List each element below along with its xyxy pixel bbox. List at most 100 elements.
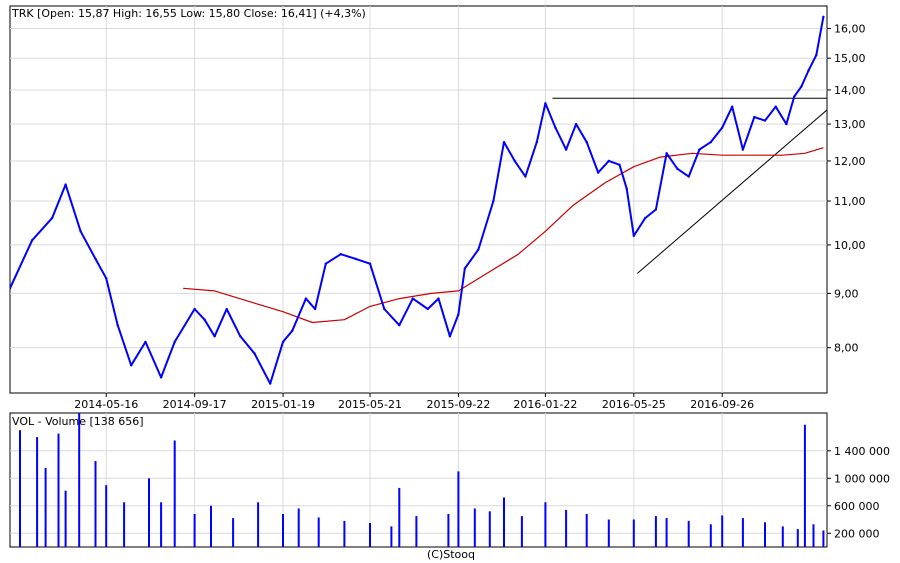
volume-bar (447, 514, 450, 547)
price-point (698, 148, 701, 151)
price-point (800, 85, 803, 88)
price-series (10, 15, 825, 385)
volume-bar (94, 461, 97, 547)
price-point (64, 183, 67, 186)
volume-bar (173, 440, 176, 547)
volume-bar (415, 516, 418, 547)
volume-bar (297, 508, 300, 547)
x-tick-label: 2014-05-16 (74, 398, 138, 411)
volume-bar (457, 471, 460, 547)
price-point (253, 352, 256, 355)
price-point (492, 199, 495, 203)
price-point (585, 140, 588, 144)
price-point (105, 277, 108, 280)
volume-y-axis: 1 400 000 1 000 000 600 000 200 000 (827, 445, 890, 540)
volume-bar (585, 514, 588, 547)
volume-bar (812, 524, 815, 547)
price-point (129, 364, 133, 367)
volume-panel: 1 400 000 1 000 000 600 000 200 000 VOL - V… (9, 412, 890, 548)
volume-bar (343, 520, 346, 547)
price-point (741, 148, 745, 151)
x-tick-label: 2014-09-17 (163, 398, 227, 411)
x-tick-label: 2016-01-22 (513, 398, 577, 411)
x-axis: 2014-05-16 2014-09-17 2015-01-19 2015-05-21… (74, 393, 754, 411)
volume-bar (741, 518, 744, 547)
price-plot-area (9, 5, 828, 394)
price-point (753, 115, 756, 119)
volume-bar (796, 529, 799, 547)
price-point (79, 230, 82, 233)
price-point (564, 148, 568, 151)
price-point (448, 335, 452, 338)
price-point (383, 307, 386, 311)
price-point (30, 239, 34, 242)
price-point (785, 122, 788, 126)
volume-bar (503, 497, 505, 547)
volume-bar (19, 430, 21, 547)
price-point (239, 335, 242, 338)
price-line (10, 16, 825, 385)
price-point (763, 119, 767, 122)
price-point (676, 167, 679, 170)
price-point (463, 267, 467, 270)
price-point (313, 307, 317, 311)
price-tick-label: 15,00 (834, 52, 866, 65)
price-point (544, 102, 547, 105)
volume-bar (390, 526, 393, 547)
price-point (477, 248, 480, 251)
price-point (774, 105, 777, 108)
price-point (437, 297, 440, 300)
price-point (193, 307, 196, 311)
price-tick-label: 10,00 (834, 239, 866, 252)
price-point (324, 262, 328, 265)
price-point (225, 307, 228, 311)
price-point (687, 175, 690, 178)
price-point (368, 262, 372, 265)
price-point (173, 340, 176, 344)
volume-bar (105, 485, 108, 547)
price-point (213, 335, 216, 338)
volume-bar (764, 522, 766, 547)
x-tick-label: 2015-01-19 (251, 398, 315, 411)
price-point (793, 95, 796, 98)
trendlines (552, 97, 827, 274)
volume-bar (64, 490, 67, 547)
volume-bar (369, 522, 371, 547)
price-grid (10, 6, 827, 393)
price-point (50, 216, 54, 220)
volume-bar (822, 530, 825, 547)
price-tick-label: 16,00 (834, 22, 866, 35)
x-tick-label: 2016-05-25 (602, 398, 666, 411)
price-point (709, 140, 712, 144)
volume-bar (607, 519, 610, 547)
price-point (10, 287, 12, 290)
price-panel-title: TRK [Open: 15,87 High: 16,55 Low: 15,80 … (11, 7, 366, 20)
credit-label: (C)Stooq (427, 548, 475, 561)
price-point (721, 126, 724, 129)
volume-bar (317, 517, 320, 547)
volume-bar (398, 487, 401, 547)
volume-panel-title: VOL - Volume [138 656] (12, 415, 144, 428)
price-point (304, 297, 308, 300)
price-point (554, 126, 557, 129)
volume-bar (282, 514, 284, 547)
volume-plot-area (9, 412, 828, 548)
price-tick-label: 9,00 (834, 287, 859, 300)
price-tick-label: 12,00 (834, 155, 866, 168)
price-point (94, 257, 97, 261)
price-point (269, 382, 272, 385)
price-point (625, 187, 628, 190)
price-y-axis: 16,00 15,00 14,00 13,00 12,00 11,00 10,00 9,00 8… (827, 22, 866, 355)
volume-bar (44, 468, 47, 547)
price-point (822, 15, 825, 19)
volume-bar (520, 516, 523, 547)
volume-tick-label: 600 000 (834, 500, 880, 513)
price-tick-label: 8,00 (834, 342, 859, 355)
volume-tick-label: 1 000 000 (834, 472, 890, 485)
volume-bar (78, 413, 81, 547)
price-point (730, 105, 734, 108)
price-point (339, 253, 342, 256)
volume-bar (257, 502, 260, 547)
volume-bar (781, 526, 784, 547)
